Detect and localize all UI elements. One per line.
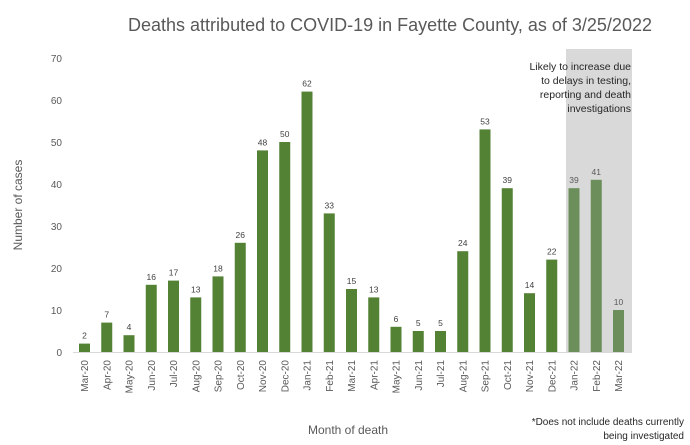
bar-mar-20 xyxy=(79,343,90,352)
x-axis-title: Month of death xyxy=(308,423,388,437)
footnote-line: *Does not include deaths currently xyxy=(532,417,684,428)
data-label: 18 xyxy=(213,263,223,273)
data-label: 13 xyxy=(191,284,201,294)
x-tick-label: Jul-21 xyxy=(436,360,447,388)
annotation-line: investigations xyxy=(567,103,631,115)
bar-aug-20 xyxy=(190,297,202,352)
bar-oct-20 xyxy=(234,242,246,352)
data-label: 22 xyxy=(547,247,557,257)
x-tick-label: Oct-21 xyxy=(503,360,514,390)
y-tick-label: 70 xyxy=(51,54,63,65)
annotation-line: reporting and death xyxy=(540,89,631,101)
x-tick-label: Dec-20 xyxy=(280,360,291,393)
data-label: 16 xyxy=(147,272,157,282)
x-tick-label: Mar-20 xyxy=(80,360,91,392)
y-tick-label: 50 xyxy=(51,138,63,149)
bar-mar-21 xyxy=(346,289,357,352)
data-label: 24 xyxy=(458,238,468,248)
y-tick-label: 60 xyxy=(51,96,63,107)
data-label: 39 xyxy=(503,175,513,185)
data-label: 2 xyxy=(82,331,87,341)
x-tick-label: Sep-20 xyxy=(214,360,225,393)
data-label: 48 xyxy=(258,137,268,147)
data-label: 7 xyxy=(104,310,109,320)
bar-jul-20 xyxy=(168,280,179,352)
data-label: 39 xyxy=(569,175,579,185)
bar-feb-21 xyxy=(323,213,335,352)
data-label: 14 xyxy=(525,280,535,290)
bar-dec-20 xyxy=(279,142,291,352)
x-tick-label: Jul-20 xyxy=(169,360,180,388)
data-label: 50 xyxy=(280,129,290,139)
bar-jun-21 xyxy=(412,331,424,352)
x-tick-label: Mar-22 xyxy=(614,360,625,392)
footnote: *Does not include deaths currently being … xyxy=(532,417,684,442)
x-tick-label: Aug-21 xyxy=(458,360,469,393)
data-label: 13 xyxy=(369,284,379,294)
x-tick-label: Nov-21 xyxy=(525,360,536,393)
x-tick-label: May-20 xyxy=(125,360,136,394)
bar-nov-20 xyxy=(257,150,268,352)
x-tick-label: Apr-20 xyxy=(102,360,113,390)
annotation-line: to delays in testing, xyxy=(541,75,631,87)
data-label: 15 xyxy=(347,276,357,286)
data-label: 10 xyxy=(614,297,624,307)
bar-sep-20 xyxy=(212,276,224,352)
bar-aug-21 xyxy=(457,251,469,352)
chart-title: Deaths attributed to COVID-19 in Fayette… xyxy=(128,15,652,35)
bar-sep-21 xyxy=(479,129,491,352)
x-tick-label: Feb-21 xyxy=(325,360,336,392)
x-tick-label: May-21 xyxy=(392,360,403,394)
bar-jan-21 xyxy=(301,91,313,352)
data-label: 33 xyxy=(325,200,335,210)
x-tick-label: Sep-21 xyxy=(481,360,492,393)
data-label: 26 xyxy=(236,230,246,240)
bar-jun-20 xyxy=(145,284,157,352)
bar-feb-22 xyxy=(590,179,602,352)
bar-apr-21 xyxy=(368,297,380,352)
x-tick-label: Jun-20 xyxy=(147,360,158,391)
x-tick-label: Jan-22 xyxy=(570,360,581,391)
y-tick-label: 30 xyxy=(51,222,63,233)
data-label: 5 xyxy=(438,318,443,328)
y-axis-title: Number of cases xyxy=(11,160,25,251)
bar-apr-20 xyxy=(101,322,113,352)
footnote-line: being investigated xyxy=(603,431,684,442)
x-tick-label: Aug-20 xyxy=(191,360,202,393)
data-label: 5 xyxy=(416,318,421,328)
data-label: 17 xyxy=(169,268,179,278)
data-label: 53 xyxy=(480,116,490,126)
bar-oct-21 xyxy=(501,188,513,352)
data-label: 62 xyxy=(302,79,312,89)
bar-jan-22 xyxy=(568,188,580,352)
bar-may-20 xyxy=(123,335,135,352)
bar-dec-21 xyxy=(546,259,558,352)
annotation-line: Likely to increase due xyxy=(529,61,631,73)
x-tick-label: Jan-21 xyxy=(303,360,314,391)
x-tick-label: Feb-22 xyxy=(592,360,603,392)
y-tick-label: 40 xyxy=(51,180,63,191)
y-tick-label: 10 xyxy=(51,306,63,317)
bar-may-21 xyxy=(390,326,402,352)
x-tick-label: Jun-21 xyxy=(414,360,425,391)
data-label: 6 xyxy=(394,314,399,324)
x-tick-label: Apr-21 xyxy=(369,360,380,390)
pending-annotation: Likely to increase due to delays in testi… xyxy=(529,61,631,115)
bar-nov-21 xyxy=(524,293,535,352)
x-tick-label: Oct-20 xyxy=(236,360,247,390)
data-label: 41 xyxy=(592,167,602,177)
x-tick-label: Dec-21 xyxy=(547,360,558,393)
y-tick-label: 0 xyxy=(56,348,62,359)
data-label: 4 xyxy=(127,322,132,332)
x-tick-label: Nov-20 xyxy=(258,360,269,393)
bar-jul-21 xyxy=(435,331,446,352)
x-tick-label: Mar-21 xyxy=(347,360,358,392)
y-tick-label: 20 xyxy=(51,264,63,275)
bar-mar-22 xyxy=(613,310,624,352)
